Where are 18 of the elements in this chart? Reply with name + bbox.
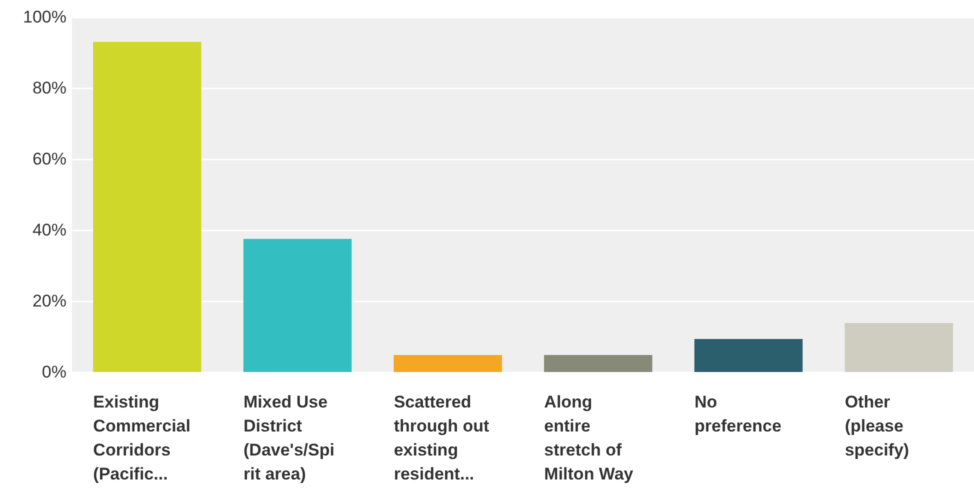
x-tick-label: Scattered through out existing resident... (394, 392, 490, 484)
x-tick-label: Along entire stretch of Milton Way (544, 392, 634, 484)
bar (844, 323, 953, 372)
bar (243, 238, 352, 372)
x-tick-label: Other (please specify) (844, 392, 910, 460)
bar (544, 354, 652, 372)
y-tick-label: 100% (23, 8, 66, 26)
x-tick-label: Mixed Use District (Dave's/Spirit area) (244, 392, 334, 484)
y-tick-label: 40% (32, 220, 66, 240)
y-tick-label: 20% (32, 292, 66, 310)
y-tick-label: 60% (32, 150, 66, 168)
x-tick-label: Existing Commercial Corridors (Pacific... (93, 392, 190, 484)
bar (93, 42, 202, 372)
bar (394, 354, 502, 372)
y-tick-label: 80% (32, 78, 66, 98)
x-tick-label: No preference (694, 392, 782, 436)
y-tick-label: 0% (42, 362, 66, 382)
bar (694, 338, 803, 372)
